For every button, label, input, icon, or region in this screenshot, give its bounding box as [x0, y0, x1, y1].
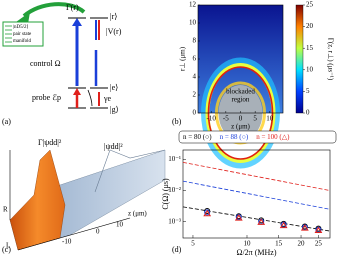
colorbar-tick-label: 5 [306, 87, 310, 95]
panel-b-field [197, 4, 304, 169]
decay-line [87, 89, 93, 107]
z-label: z (μm) [128, 210, 147, 218]
axis [17, 217, 131, 251]
panel-label: (a) [2, 117, 11, 126]
ket-g: |g⟩ [110, 105, 119, 114]
legend-entry: n = 88 (○) [220, 133, 249, 141]
potential: |V(r) [106, 27, 122, 36]
panel-label: (d) [172, 245, 182, 254]
x-tick-label: 20 [298, 240, 306, 248]
x-tick-label: 5 [253, 115, 257, 123]
ket-r: |r⟩ [110, 12, 117, 21]
panel-label: (b) [172, 117, 182, 126]
colorbar-tick-label: 20 [306, 22, 314, 30]
arrow-head [72, 18, 82, 26]
point [257, 218, 266, 225]
z-tick: 10 [116, 221, 124, 229]
x-tick-label: 15 [275, 240, 283, 248]
fit-line [182, 180, 331, 210]
arrow-head [73, 88, 81, 95]
colorbar [295, 4, 304, 114]
probe-label: probe ℰp [32, 93, 61, 102]
colorbar-tick-label: 25 [306, 1, 314, 9]
fit-line [182, 162, 331, 191]
y-tick-label: 4 [193, 73, 197, 81]
x-tick-label: 25 [315, 240, 323, 248]
y-tick-label: 10⁻² [168, 186, 181, 194]
legend-entry: n = 100 (△) [256, 133, 290, 141]
colorbar-tick-label: 10 [306, 65, 314, 73]
y-axis-label: r⊥ (μm) [179, 46, 187, 71]
axis-l: L [6, 242, 10, 250]
arrow-head [16, 12, 30, 24]
decay-label: γe [103, 94, 112, 103]
legend-box [178, 130, 337, 144]
x-tick-label: 10 [243, 240, 251, 248]
colorbar-tick-label: 15 [306, 44, 314, 52]
surface-1 [9, 149, 66, 251]
point [234, 214, 243, 221]
colorbar-tick-label: 0 [306, 109, 310, 117]
point [300, 224, 309, 231]
x-axis-label: z (μm) [231, 123, 250, 131]
panel-a: Γ(r) |nD5/2⟩ pair state manifold |r⟩ |V(… [2, 2, 122, 126]
point [203, 209, 212, 217]
surface-2-label: |ψdd|² [104, 142, 123, 151]
x-tick-label: -10 [207, 115, 217, 123]
z-tick: 0 [96, 228, 100, 236]
ket-e: |e⟩ [110, 83, 118, 92]
y-tick-label: 2 [193, 91, 197, 99]
y-tick-label: 12 [189, 1, 197, 9]
surface-1-label: Γ|ψdd|² [38, 138, 62, 147]
decay-arrow [22, 2, 86, 18]
panel-label: (c) [2, 245, 11, 254]
x-tick-label: -5 [223, 115, 229, 123]
point [279, 221, 288, 229]
z-tick: -10 [62, 238, 72, 246]
point [314, 226, 323, 234]
ridge [94, 149, 166, 193]
x-axis-label: Ω/2π (MHz) [237, 248, 277, 257]
manifold-2: pair state [13, 32, 32, 37]
y-tick-label: 10 [189, 19, 197, 27]
x-tick-label: 5 [191, 240, 195, 248]
y-tick-label: 0 [193, 109, 197, 117]
plot-frame [182, 149, 331, 239]
y-tick-label: 6 [193, 55, 197, 63]
annotation: blockaded [226, 88, 255, 96]
control-label: control Ω [30, 59, 61, 68]
axis-r: R [3, 206, 8, 214]
manifold-lines [5, 25, 12, 43]
panel-c: Γ|ψdd|² |ψdd|² R L -10 0 10 z (μm) (c) [2, 138, 166, 254]
x-tick-label: 0 [239, 115, 243, 123]
y-axis-label: C(Ω) (μs) [161, 178, 170, 210]
y-tick-label: 10⁻¹ [168, 155, 181, 163]
manifold-3: manifold [13, 39, 32, 44]
annotation: region [232, 96, 250, 104]
y-tick-label: 8 [193, 37, 197, 45]
manifold-1: |nD5/2⟩ [13, 24, 29, 30]
colorbar-label: Γ(z, r⊥) (μs⁻¹) [326, 38, 334, 81]
x-tick-label: 10 [266, 115, 274, 123]
y-tick-label: 10⁻³ [168, 217, 181, 225]
legend-entry: n = 80 (○) [183, 133, 212, 141]
gamma-label: Γ(r) [66, 3, 79, 12]
